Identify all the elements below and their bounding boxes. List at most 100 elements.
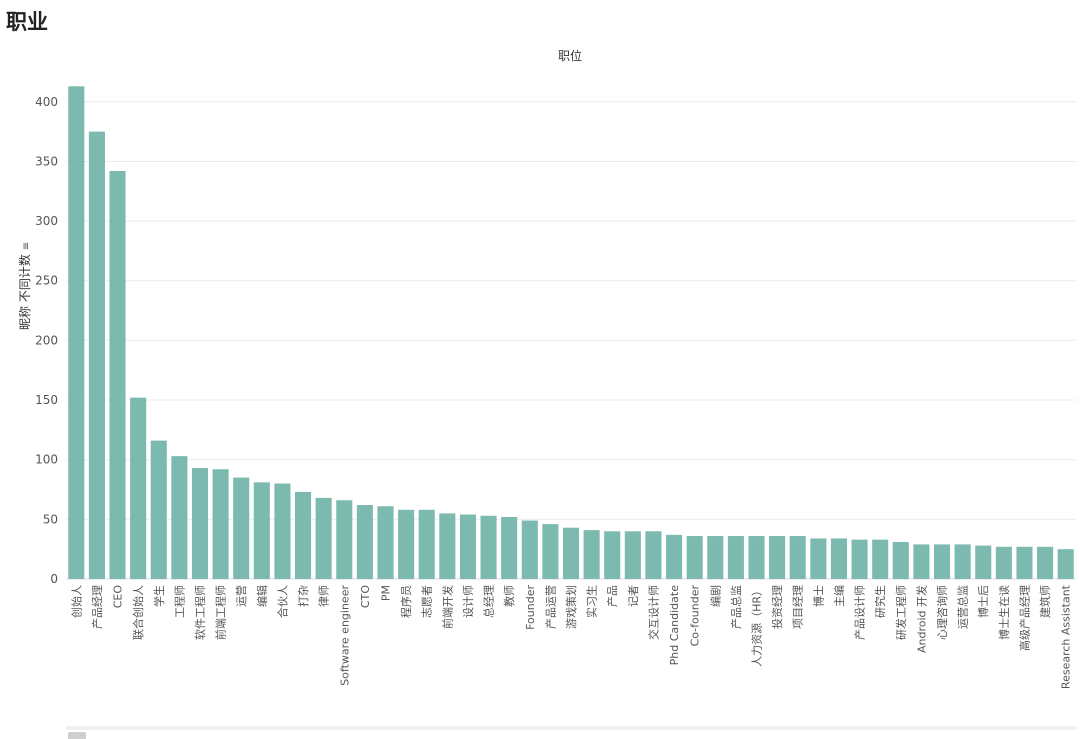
x-tick-label: 心理咨询师 (935, 585, 949, 640)
chart-title: 职位 (557, 49, 582, 63)
x-tick-label: 运营总监 (956, 585, 970, 629)
x-tick-label: 教师 (503, 585, 516, 607)
bar[interactable] (398, 509, 415, 579)
y-tick-label: 100 (35, 453, 58, 467)
bar[interactable] (68, 86, 85, 579)
bar[interactable] (521, 520, 538, 579)
bar[interactable] (377, 506, 394, 579)
x-tick-label: CEO (112, 585, 125, 609)
bar[interactable] (727, 536, 744, 579)
bar[interactable] (109, 170, 126, 579)
x-tick-label: 律师 (318, 585, 331, 607)
bar[interactable] (810, 538, 827, 579)
horizontal-scrollbar[interactable] (66, 726, 1076, 730)
x-tick-label: 合伙人 (275, 585, 289, 618)
x-tick-label: 软件工程师 (193, 585, 207, 640)
page-title: 职业 (6, 10, 48, 34)
y-tick-label: 50 (43, 512, 58, 526)
bar[interactable] (459, 514, 476, 579)
x-tick-label: 投资经理 (770, 585, 784, 629)
bar[interactable] (562, 527, 580, 579)
bar[interactable] (892, 542, 909, 579)
bar[interactable] (769, 536, 786, 579)
bar[interactable] (666, 534, 683, 579)
x-tick-label: 编剧 (708, 585, 722, 607)
bar[interactable] (212, 469, 229, 579)
x-tick-label: 前端工程师 (214, 585, 228, 640)
x-tick-label: 博士后 (977, 585, 990, 618)
bar[interactable] (480, 515, 497, 579)
bar[interactable] (913, 544, 930, 579)
bar[interactable] (1016, 546, 1033, 579)
bar[interactable] (645, 531, 662, 579)
x-tick-label: 建筑师 (1038, 585, 1052, 618)
bar[interactable] (542, 524, 559, 579)
bar[interactable] (830, 538, 847, 579)
bar[interactable] (851, 539, 868, 579)
bar[interactable] (686, 536, 703, 579)
bar[interactable] (150, 440, 167, 579)
x-tick-label: 前端开发 (440, 585, 454, 629)
bar[interactable] (233, 477, 250, 579)
x-tick-label: 产品运营 (543, 585, 557, 629)
bar[interactable] (1037, 546, 1054, 579)
bar[interactable] (418, 509, 435, 579)
y-tick-label: 250 (35, 274, 58, 288)
bar[interactable] (1057, 549, 1074, 579)
bar[interactable] (975, 545, 992, 579)
x-tick-label: 项目经理 (792, 585, 805, 629)
bar[interactable] (253, 482, 270, 579)
x-tick-label: 联合创始人 (131, 585, 145, 640)
bar[interactable] (439, 513, 456, 579)
x-tick-label: 总经理 (482, 585, 496, 618)
x-tick-label: 编辑 (255, 585, 269, 607)
x-tick-label: 产品经理 (90, 585, 104, 629)
x-tick-label: 人力资源（HR） (750, 585, 764, 667)
bar[interactable] (789, 536, 806, 579)
bar[interactable] (707, 536, 724, 579)
y-tick-label: 0 (50, 572, 58, 586)
x-tick-label: 游戏策划 (564, 585, 578, 629)
bar[interactable] (191, 468, 209, 579)
x-tick-label: 工程师 (173, 585, 186, 618)
x-tick-label: 志愿者 (421, 585, 434, 618)
bar[interactable] (295, 491, 312, 579)
bar[interactable] (624, 531, 641, 579)
bar[interactable] (872, 539, 889, 579)
x-tick-label: PM (379, 585, 392, 601)
bar[interactable] (583, 530, 600, 579)
x-tick-label: 研发工程师 (894, 585, 908, 640)
bar[interactable] (171, 456, 188, 579)
x-tick-label: 记者 (627, 585, 640, 607)
x-tick-label: 高级产品经理 (1017, 585, 1031, 651)
x-tick-label: 博士生在读 (997, 585, 1011, 640)
x-tick-label: 主编 (832, 585, 846, 607)
x-tick-label: Software engineer (338, 585, 351, 686)
bar[interactable] (336, 500, 353, 579)
bar[interactable] (274, 483, 291, 579)
y-tick-label: 300 (35, 214, 58, 228)
x-tick-label: 产品 (605, 585, 619, 607)
bar[interactable] (933, 544, 951, 579)
bar[interactable] (356, 505, 373, 579)
bar[interactable] (954, 544, 971, 579)
y-tick-label: 150 (35, 393, 58, 407)
bar[interactable] (748, 536, 765, 579)
x-tick-label: 设计师 (462, 585, 475, 618)
scrollbar-thumb[interactable] (68, 732, 86, 739)
bar[interactable] (501, 516, 518, 579)
x-tick-label: 创始人 (69, 585, 83, 618)
x-tick-label: Co-founder (689, 585, 702, 647)
bar[interactable] (315, 497, 332, 579)
x-tick-label: Founder (524, 585, 537, 630)
y-tick-label: 200 (35, 333, 58, 347)
x-tick-label: 博士 (812, 585, 825, 607)
bar[interactable] (88, 131, 105, 579)
x-tick-label: Android 开发 (914, 585, 928, 653)
bar[interactable] (995, 546, 1012, 579)
x-tick-label: 产品设计师 (853, 585, 867, 640)
x-tick-label: 打杂 (296, 585, 310, 607)
bar[interactable] (604, 531, 621, 579)
bar[interactable] (130, 397, 147, 579)
